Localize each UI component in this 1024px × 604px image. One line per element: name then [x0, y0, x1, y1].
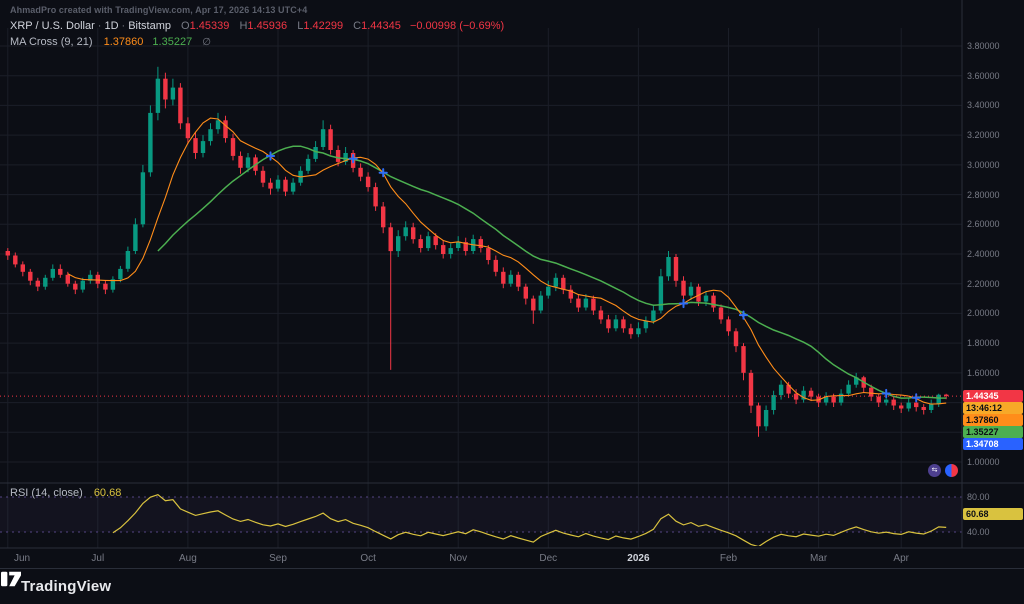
rsi-value-label: 60.68	[963, 507, 1023, 520]
time-tick-label-oct: Oct	[360, 553, 376, 564]
exchange-label[interactable]: Bitstamp	[128, 20, 171, 32]
time-tick-label-apr: Apr	[893, 553, 909, 564]
symbol-legend[interactable]: XRP / U.S. Dollar · 1D · Bitstamp O1.45339 H…	[10, 20, 504, 32]
rsi-legend[interactable]: RSI (14, close) 60.68	[10, 487, 121, 499]
time-tick-label-sep: Sep	[269, 553, 287, 564]
legend-separator: ·	[121, 20, 126, 32]
ma-cross-legend[interactable]: MA Cross (9, 21) 1.37860 1.35227 ∅	[10, 36, 211, 48]
symbol-title[interactable]: XRP / U.S. Dollar	[10, 20, 95, 32]
price-tick-label: 1.00000	[967, 457, 1000, 467]
low-label: L	[297, 20, 304, 32]
time-tick-label-aug: Aug	[178, 553, 197, 564]
cross-value-label: 1.34708	[963, 438, 1023, 451]
tradingview-brand-text[interactable]: TradingView	[21, 578, 112, 595]
time-tick-label-dec: Dec	[539, 553, 558, 564]
ma-fast-label: 1.37860	[963, 414, 1023, 427]
time-tick-label-feb: Feb	[719, 553, 738, 564]
open-label: O	[181, 20, 190, 32]
tradingview-logo-icon[interactable]	[0, 569, 22, 589]
price-tick-label: 3.60000	[967, 70, 1000, 81]
ma-cross-title[interactable]: MA Cross (9, 21)	[10, 36, 93, 48]
high-label: H	[239, 20, 248, 32]
price-tick-label: 3.20000	[967, 130, 1000, 141]
price-tick-label: 2.60000	[967, 219, 1000, 230]
watermark: AhmadPro created with TradingView.com, A…	[10, 5, 308, 15]
high-value: 1.45936	[247, 20, 288, 32]
pane-widget-icon-1[interactable]: ⇆	[928, 464, 941, 477]
ma-cross-markers	[265, 151, 921, 403]
price-tick-label: 3.80000	[967, 41, 1000, 51]
candlestick-series	[5, 66, 949, 437]
price-tick-label: 2.80000	[967, 189, 1000, 200]
pane-widgets: ⇆	[928, 464, 958, 477]
ma-fast-line	[67, 117, 947, 405]
price-tick-label: 3.40000	[967, 100, 1000, 111]
rsi-tick-label: 80.00	[967, 492, 990, 502]
last-price-label: 1.44345	[963, 390, 1023, 403]
price-tick-label: 2.20000	[967, 278, 1000, 289]
open-value: 1.45339	[189, 20, 230, 32]
ma-fast-legend-value: 1.37860	[103, 36, 144, 48]
grid	[0, 28, 962, 548]
price-tick-label: 1.80000	[967, 338, 1000, 349]
time-tick-label-mar: Mar	[809, 553, 828, 564]
time-tick-label-nov: Nov	[449, 553, 468, 564]
price-tick-label: 2.40000	[967, 249, 1000, 259]
time-tick-label-jun: Jun	[13, 553, 31, 564]
legend-separator: ·	[97, 20, 102, 32]
rsi-legend-value: 60.68	[93, 487, 122, 499]
interval-label[interactable]: 1D	[104, 20, 119, 32]
ma-slow-line	[157, 145, 947, 399]
rsi-line	[112, 494, 947, 546]
ma-options-icon[interactable]: ∅	[202, 37, 211, 48]
ma-slow-label: 1.35227	[963, 426, 1023, 439]
price-tick-label: 3.00000	[967, 159, 1000, 170]
time-tick-label-jul: Jul	[91, 553, 105, 564]
price-tick-label: 1.60000	[967, 367, 1000, 378]
rsi-tick-label: 40.00	[967, 527, 990, 537]
ma-slow-legend-value: 1.35227	[152, 36, 193, 48]
price-tick-label: 2.00000	[967, 308, 1000, 319]
rsi-band	[0, 497, 962, 532]
close-label: C	[353, 20, 362, 32]
footer-bar: TradingView	[0, 568, 1024, 604]
close-value: 1.44345	[361, 20, 401, 32]
change-value: −0.00998 (−0.69%)	[409, 20, 505, 32]
pane-widget-icon-2[interactable]	[945, 464, 958, 477]
countdown-label: 13:46:12	[963, 402, 1023, 415]
rsi-title[interactable]: RSI (14, close)	[10, 487, 83, 499]
low-value: 1.42299	[303, 20, 344, 32]
time-tick-label-2026: 2026	[627, 553, 650, 564]
